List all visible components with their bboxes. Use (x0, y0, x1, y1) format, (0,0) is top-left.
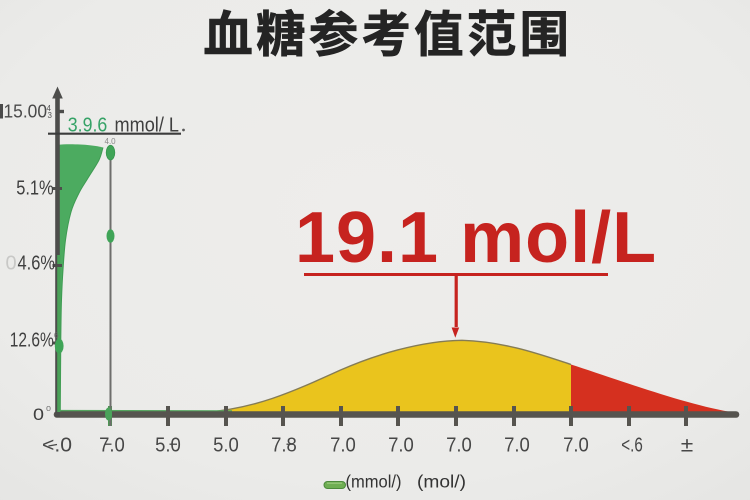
svg-text:0: 0 (6, 252, 17, 274)
svg-text:±: ± (681, 435, 694, 457)
svg-text:19.1 mol/L: 19.1 mol/L (295, 198, 657, 278)
svg-text:7.0: 7.0 (388, 435, 414, 457)
svg-text:4: 4 (47, 104, 52, 113)
svg-text:<.6: <.6 (621, 435, 643, 457)
svg-text:7.0: 7.0 (446, 435, 472, 457)
svg-text:15.00: 15.00 (4, 102, 48, 122)
svg-text:<.0: <.0 (42, 435, 72, 457)
svg-text:mmol/ L: mmol/ L (115, 114, 180, 136)
svg-text:7.8: 7.8 (271, 435, 297, 457)
svg-text:7.0: 7.0 (563, 435, 589, 457)
svg-text:0: 0 (33, 406, 44, 424)
svg-text:(mmol/): (mmol/) (346, 472, 402, 492)
svg-text:4.6%: 4.6% (18, 252, 56, 274)
svg-text:o: o (46, 403, 51, 413)
svg-text:6: 6 (54, 331, 59, 340)
svg-text:5.1%: 5.1% (16, 177, 54, 199)
svg-text:5.0: 5.0 (213, 435, 239, 457)
svg-text:3.9.6: 3.9.6 (68, 114, 108, 136)
svg-text:7.0: 7.0 (504, 435, 530, 457)
svg-text:7.0: 7.0 (330, 435, 356, 457)
svg-text:4.0: 4.0 (105, 137, 117, 146)
svg-text:3: 3 (48, 111, 53, 120)
svg-text:7.0: 7.0 (99, 435, 125, 457)
svg-text:5.0: 5.0 (155, 435, 181, 457)
svg-text:(mol/): (mol/) (417, 472, 466, 492)
svg-text:12.6%: 12.6% (10, 330, 54, 352)
